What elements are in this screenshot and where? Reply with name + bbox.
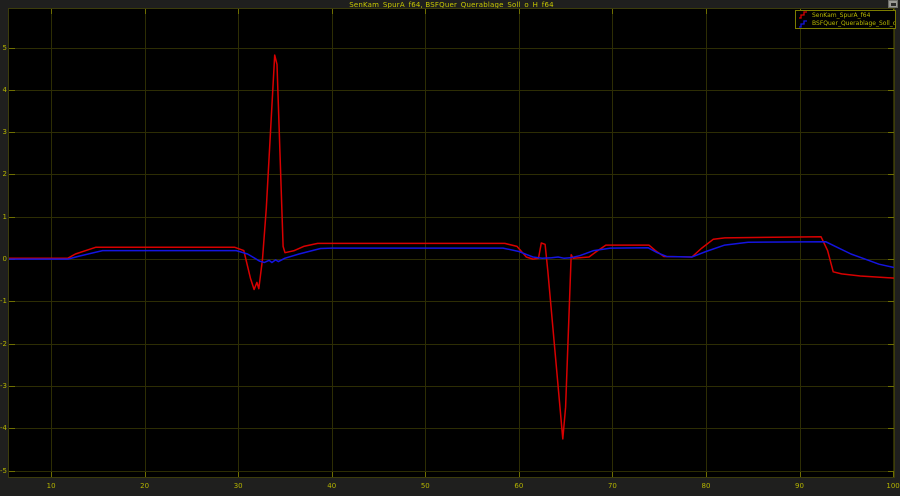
- plot-area[interactable]: [8, 8, 895, 478]
- restore-window-icon[interactable]: [888, 0, 898, 8]
- y-tick-label: -4: [0, 424, 7, 433]
- legend-swatch-0: [799, 11, 807, 19]
- legend-item-label: BSFQuer_Querablage_Soll_o_H_f64: [812, 20, 895, 28]
- series-line-1: [9, 240, 894, 269]
- x-tick-label: 90: [795, 482, 804, 490]
- step-signal-icon: [799, 20, 807, 28]
- y-tick-label: 4: [2, 85, 7, 94]
- y-tick-label: -3: [0, 382, 7, 391]
- y-axis: 5 4 3 2 1 0 -1 -2 -3 -4 -5: [0, 0, 8, 496]
- x-tick-label: 80: [701, 482, 711, 490]
- y-tick-label: 2: [2, 170, 7, 179]
- y-tick-label: 5: [2, 43, 7, 52]
- legend-item-label: SenKam_SpurA_f64: [812, 11, 871, 19]
- x-tick-label: 100: [886, 482, 900, 490]
- legend-item[interactable]: BSFQuer_Querablage_Soll_o_H_f64: [798, 20, 895, 28]
- y-tick-label: -5: [0, 466, 7, 475]
- legend-item[interactable]: SenKam_SpurA_f64: [798, 11, 895, 19]
- x-tick-label: 30: [233, 482, 243, 490]
- plot-svg: [9, 9, 894, 477]
- x-tick-label: 70: [607, 482, 617, 490]
- x-tick-label: 40: [327, 482, 337, 490]
- legend-swatch-1: [799, 20, 807, 28]
- x-axis: 10 20 30 40 50 60 70 80 90 100: [0, 481, 900, 493]
- chart-title: SenKam_SpurA_f64, BSFQuer_Querablage_Sol…: [349, 1, 554, 9]
- legend[interactable]: SenKam_SpurA_f64 BSFQuer_Querablage_Soll…: [795, 10, 896, 29]
- y-tick-label: 0: [2, 255, 7, 264]
- series-line-0: [9, 54, 894, 440]
- y-tick-label: -1: [0, 297, 7, 306]
- y-tick-label: 1: [2, 212, 7, 221]
- y-tick-label: 3: [2, 128, 7, 137]
- x-tick-label: 10: [46, 482, 56, 490]
- restore-window-icon-glyph: [891, 3, 896, 6]
- x-tick-label: 50: [420, 482, 430, 490]
- step-signal-icon: [799, 11, 807, 19]
- x-tick-label: 20: [140, 482, 150, 490]
- y-tick-label: -2: [0, 339, 7, 348]
- x-tick-label: 60: [514, 482, 524, 490]
